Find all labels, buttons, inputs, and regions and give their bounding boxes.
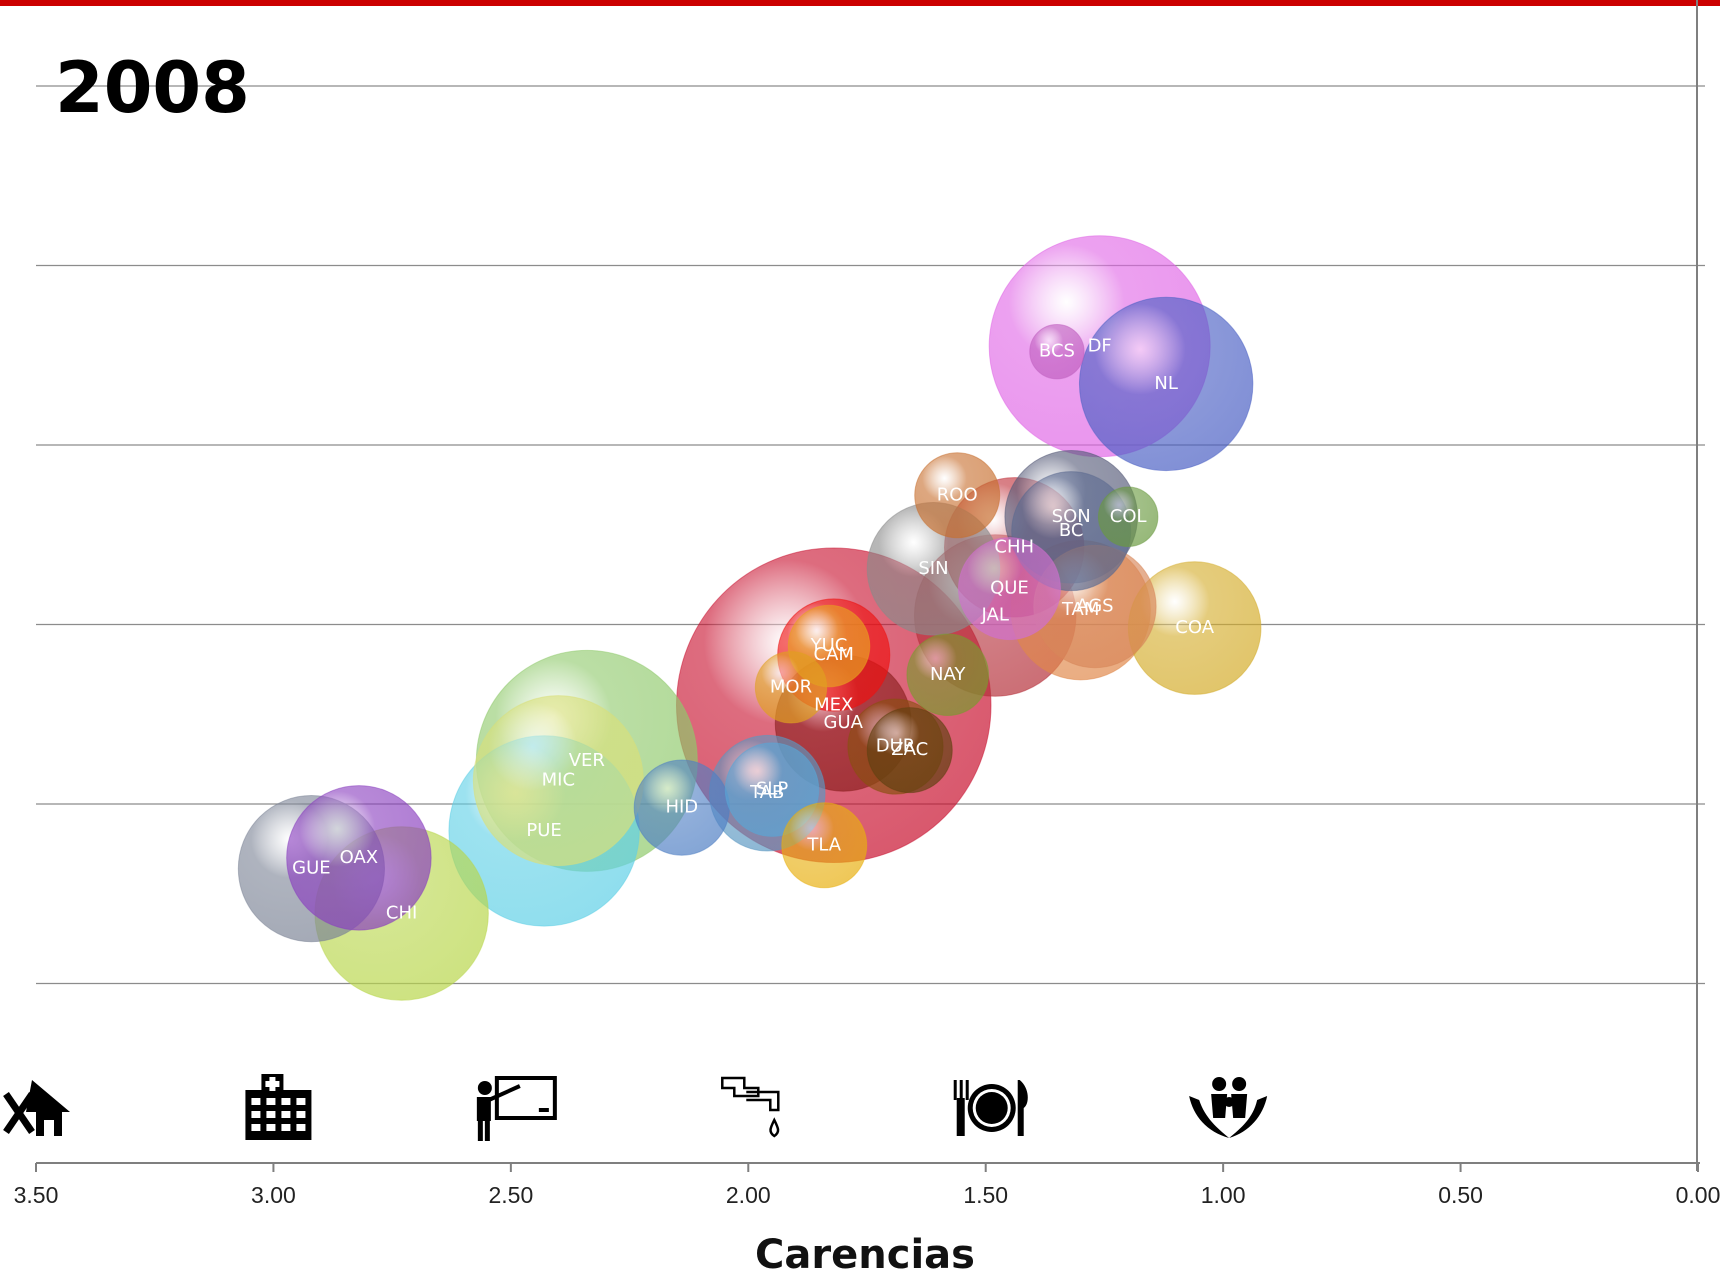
gridlines (36, 85, 1705, 985)
bubble-label-tla: TLA (806, 834, 841, 855)
bubble-label-tab: TAB (749, 782, 784, 803)
bubble-label-mor: MOR (770, 676, 812, 697)
bubble-label-ver: VER (569, 750, 605, 771)
bubble-label-mic: MIC (542, 770, 575, 791)
x-tick-label: 0.50 (1438, 1182, 1483, 1208)
bubble-col (1097, 486, 1159, 548)
axis-icons (3, 1074, 1268, 1141)
bubble-label-sin: SIN (918, 558, 948, 579)
bubble-label-dur: DUR (876, 736, 916, 757)
chart-title: 2008 (55, 47, 250, 129)
bubble-label-gue: GUE (292, 858, 331, 879)
x-axis: 3.50 3.00 2.50 2.00 1.50 1.00 0.50 0.00 (14, 1162, 1720, 1208)
bubble-label-df: DF (1088, 335, 1112, 356)
bubble-label-slp: SLP (756, 779, 788, 800)
bubble-label-bc: BC (1059, 520, 1084, 541)
bubble-label-yuc: YUC (810, 635, 848, 656)
bubble-label-cam: CAM (814, 644, 854, 665)
bubble-label-chh: CHH (994, 536, 1034, 557)
bubble-label-roo: ROO (937, 484, 978, 505)
bubble-nl (1078, 296, 1254, 472)
bubble-label-chi: CHI (386, 902, 417, 923)
water-pipe-icon (721, 1076, 780, 1138)
bubble-que (957, 537, 1061, 641)
house-repair-icon (3, 1080, 70, 1136)
bubble-label-jal: JAL (981, 605, 1009, 626)
family-care-icon (1189, 1077, 1268, 1138)
x-tick-label: 2.00 (726, 1182, 771, 1208)
x-tick-label: 0.00 (1676, 1182, 1720, 1208)
bubble-label-que: QUE (990, 578, 1029, 599)
bubble-label-gua: GUA (824, 712, 864, 733)
bubble-label-hid: HID (665, 797, 698, 818)
x-tick-label: 1.50 (963, 1182, 1008, 1208)
x-tick-label: 3.00 (251, 1182, 296, 1208)
bubble-nay (906, 633, 990, 717)
bubble-oax (286, 785, 432, 931)
bubble-series (237, 235, 1262, 1001)
hospital-icon (245, 1074, 312, 1140)
bubble-zac (866, 707, 953, 794)
bubble-label-nay: NAY (930, 664, 966, 685)
x-tick-label: 3.50 (14, 1182, 59, 1208)
bubble-label-pue: PUE (526, 820, 561, 841)
bubble-label-bcs: BCS (1039, 341, 1075, 362)
bubble-label-oax: OAX (340, 847, 379, 868)
bubble-label-coa: COA (1175, 617, 1214, 638)
bubble-label-col: COL (1110, 506, 1147, 527)
bubble-bcs (1029, 323, 1085, 380)
x-tick-label: 2.50 (488, 1182, 533, 1208)
bubble-label-tam: TAM (1061, 599, 1099, 620)
bubble-label-nl: NL (1154, 373, 1178, 394)
teacher-icon (476, 1076, 557, 1141)
top-accent-bar (0, 0, 1720, 6)
bubble-labels: MEX DF VER JAL PUE GUA CHI MIC NL OAX GUE HID SLPTAB… (292, 335, 1215, 923)
bubble-label-mex: MEX (814, 694, 853, 715)
x-tick-label: 1.00 (1201, 1182, 1246, 1208)
bubble-roo (914, 452, 1001, 539)
bubble-label-son: SON (1052, 506, 1091, 527)
bubble-tla (781, 802, 868, 889)
bubble-label-zac: ZAC (891, 739, 928, 760)
bubble-mor (754, 651, 828, 724)
bubble-slp (724, 742, 820, 837)
bubble-label-ags: AGS (1076, 596, 1113, 617)
food-plate-icon (953, 1080, 1028, 1136)
x-axis-title: Carencias (755, 1232, 975, 1278)
